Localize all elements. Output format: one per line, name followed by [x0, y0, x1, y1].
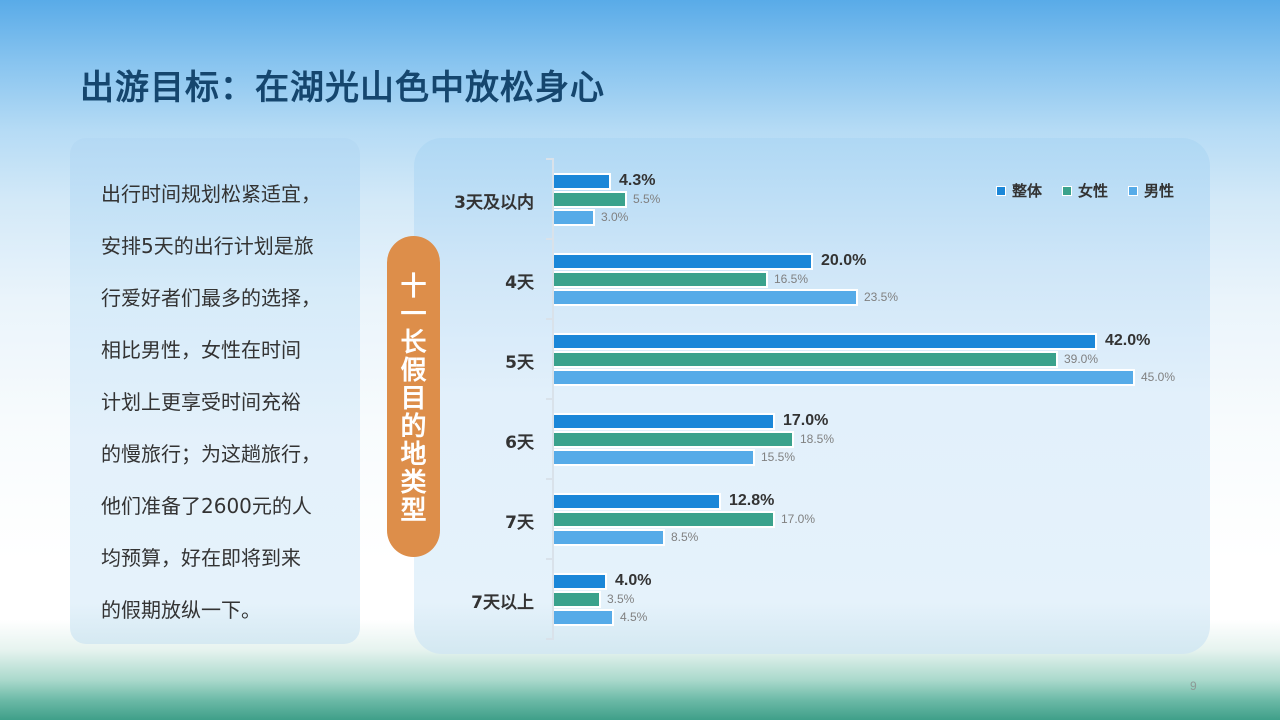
summary-paragraph: 出行时间规划松紧适宜， 安排5天的出行计划是旅 行爱好者们最多的选择， 相比男性… — [101, 168, 341, 636]
chart-card — [414, 138, 1210, 654]
slide-title: 出游目标：在湖光山色中放松身心 — [80, 68, 605, 108]
bar-female — [554, 431, 794, 448]
bar-female — [554, 511, 775, 528]
summary-line: 的慢旅行；为这趟旅行， — [101, 442, 321, 466]
bar-overall — [554, 493, 721, 510]
bar-overall — [554, 333, 1097, 350]
legend-item-male: 男性 — [1128, 180, 1174, 201]
value-label-male: 15.5% — [761, 450, 796, 464]
summary-line: 他们准备了2600元的人 — [101, 494, 312, 518]
value-label-female: 39.0% — [1064, 352, 1099, 366]
page-number: 9 — [1190, 679, 1197, 693]
summary-line: 相比男性，女性在时间 — [101, 338, 301, 362]
category-label: 4天 — [505, 273, 534, 293]
value-label-overall: 4.3% — [619, 172, 656, 189]
value-label-female: 5.5% — [633, 192, 661, 206]
category-label: 6天 — [505, 433, 534, 453]
bar-male — [554, 369, 1135, 386]
summary-line: 的假期放纵一下。 — [101, 598, 261, 622]
summary-line: 均预算，好在即将到来 — [101, 546, 301, 570]
bar-overall — [554, 253, 813, 270]
value-label-overall: 4.0% — [615, 572, 652, 589]
summary-line: 出行时间规划松紧适宜， — [101, 182, 321, 206]
value-label-male: 45.0% — [1141, 370, 1176, 384]
chart-title-char: 的 — [400, 411, 427, 442]
value-label-overall: 20.0% — [821, 252, 867, 269]
value-label-female: 18.5% — [800, 432, 835, 446]
axis-tick — [546, 638, 554, 640]
legend-label: 女性 — [1078, 182, 1109, 200]
value-label-female: 3.5% — [607, 592, 635, 606]
bar-male — [554, 449, 755, 466]
bar-female — [554, 591, 601, 608]
category-label: 7天以上 — [471, 593, 534, 613]
value-label-male: 4.5% — [620, 610, 648, 624]
bar-male — [554, 609, 614, 626]
summary-line: 行爱好者们最多的选择， — [101, 286, 321, 310]
chart-title-char: 型 — [400, 495, 427, 526]
value-label-male: 23.5% — [864, 290, 899, 304]
chart-legend: 整体 女性 男性 — [996, 180, 1174, 201]
axis-tick — [546, 558, 554, 560]
chart-title-char: 类 — [400, 467, 427, 498]
category-label: 7天 — [505, 513, 534, 533]
category-label: 5天 — [505, 353, 534, 373]
legend-label: 整体 — [1012, 182, 1043, 200]
axis-tick — [546, 238, 554, 240]
value-label-female: 17.0% — [781, 512, 816, 526]
bar-female — [554, 271, 768, 288]
value-label-overall: 17.0% — [783, 412, 829, 429]
legend-swatch-overall — [996, 185, 1006, 196]
summary-card: 出行时间规划松紧适宜， 安排5天的出行计划是旅 行爱好者们最多的选择， 相比男性… — [70, 138, 360, 644]
axis-tick — [546, 158, 554, 160]
chart-title-char: 十 — [400, 271, 427, 302]
chart-title-char: 长 — [400, 327, 427, 358]
bar-female — [554, 351, 1058, 368]
chart-title-char: 目 — [400, 383, 427, 414]
bar-overall — [554, 413, 775, 430]
bar-overall — [554, 573, 607, 590]
axis-tick — [546, 478, 554, 480]
value-label-female: 16.5% — [774, 272, 809, 286]
bar-male — [554, 289, 858, 306]
summary-line: 安排5天的出行计划是旅 — [101, 234, 314, 258]
value-label-overall: 42.0% — [1105, 332, 1151, 349]
value-label-overall: 12.8% — [729, 492, 775, 509]
chart-title-char: 一 — [400, 299, 427, 330]
value-label-male: 8.5% — [671, 530, 699, 544]
bar-overall — [554, 173, 611, 190]
bar-male — [554, 529, 665, 546]
chart-title-pill: 十 一 长 假 目 的 地 类 型 — [387, 236, 440, 557]
legend-swatch-male — [1128, 185, 1139, 196]
category-label: 3天及以内 — [454, 193, 534, 213]
value-label-male: 3.0% — [601, 210, 629, 224]
legend-label: 男性 — [1144, 182, 1175, 200]
axis-tick — [546, 318, 554, 320]
axis-tick — [546, 398, 554, 400]
bar-male — [554, 209, 595, 226]
legend-swatch-female — [1062, 185, 1073, 196]
legend-item-female: 女性 — [1062, 180, 1108, 201]
chart-title-char: 假 — [400, 355, 427, 386]
summary-line: 计划上更享受时间充裕 — [101, 390, 301, 414]
legend-item-overall: 整体 — [996, 180, 1042, 201]
chart-title-char: 地 — [400, 439, 427, 470]
bar-female — [554, 191, 627, 208]
